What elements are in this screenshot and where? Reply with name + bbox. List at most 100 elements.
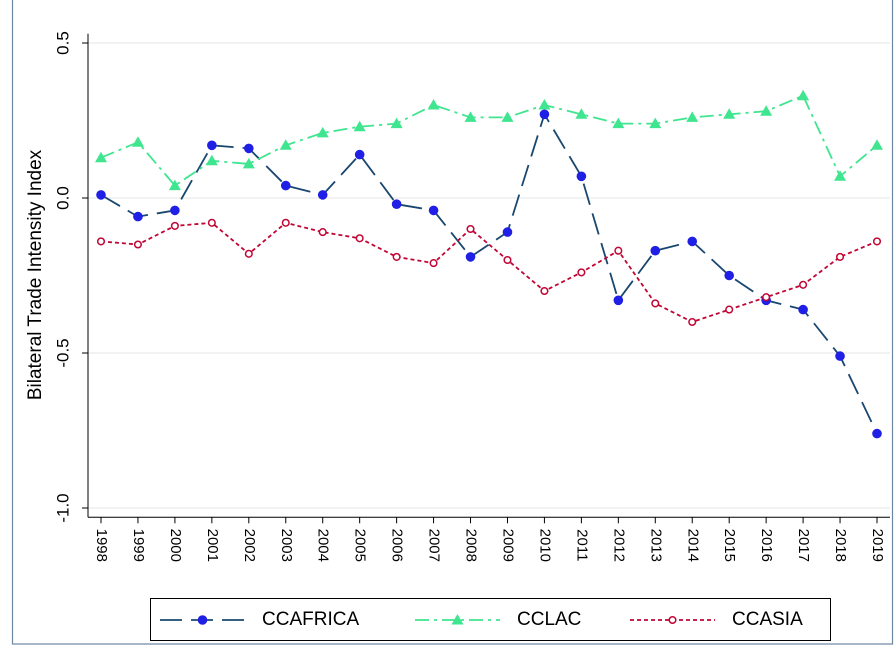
x-tick-label: 2006 <box>389 529 406 562</box>
x-tick-label: 1999 <box>130 529 147 562</box>
marker <box>354 149 365 160</box>
marker <box>539 109 550 120</box>
x-tick-label: 2011 <box>573 529 590 561</box>
x-tick-label: 2014 <box>684 529 701 562</box>
marker <box>279 139 292 150</box>
marker <box>612 117 625 129</box>
marker <box>798 304 808 315</box>
marker <box>317 190 328 200</box>
marker <box>353 120 366 132</box>
marker <box>207 140 217 151</box>
x-tick-label: 2018 <box>832 529 849 562</box>
marker <box>466 224 475 234</box>
marker <box>540 286 549 296</box>
marker <box>207 218 216 227</box>
x-tick-label: 2003 <box>278 529 295 562</box>
x-tick-label: 2016 <box>758 529 775 562</box>
legend-marker <box>668 615 677 625</box>
x-tick-label: 2010 <box>536 529 553 562</box>
frame <box>11 0 894 645</box>
marker <box>723 108 736 119</box>
legend-marker <box>451 614 464 625</box>
marker <box>392 252 401 261</box>
marker <box>686 111 699 122</box>
marker <box>872 237 882 246</box>
marker <box>501 111 514 122</box>
marker <box>244 249 253 258</box>
marker <box>871 139 883 150</box>
marker <box>318 228 327 237</box>
marker <box>205 154 218 166</box>
legend-label: CCASIA <box>732 609 803 630</box>
marker <box>503 255 512 265</box>
y-tick-label: -0.5 <box>53 338 72 367</box>
marker <box>428 205 439 216</box>
marker <box>834 170 847 181</box>
legend-label: CCLAC <box>517 609 581 630</box>
x-tick-label: 2004 <box>315 529 332 562</box>
x-tick-label: 2002 <box>241 529 258 562</box>
marker <box>316 126 329 138</box>
legend-marker <box>197 615 208 625</box>
marker <box>429 259 438 268</box>
marker <box>613 295 624 306</box>
x-tick-label: 2007 <box>426 529 443 562</box>
y-tick-label: 0.5 <box>53 31 72 55</box>
marker <box>650 245 661 256</box>
marker <box>464 111 477 122</box>
marker <box>96 237 106 246</box>
marker <box>688 317 697 327</box>
marker <box>170 205 180 216</box>
marker <box>355 234 364 243</box>
marker <box>133 211 143 222</box>
marker <box>797 89 810 101</box>
marker <box>133 240 143 249</box>
marker <box>760 105 773 116</box>
x-tick-label: 2001 <box>204 529 221 562</box>
marker <box>835 252 845 261</box>
y-axis-title: Bilateral Trade Intensity Index <box>25 149 46 400</box>
marker <box>502 227 513 237</box>
marker <box>280 180 291 191</box>
series-line <box>100 94 878 187</box>
marker <box>575 108 588 119</box>
marker <box>725 305 734 314</box>
marker <box>427 99 440 110</box>
y-tick-label: -1.0 <box>53 493 72 522</box>
x-tick-label: 1998 <box>93 529 110 562</box>
marker <box>872 428 882 439</box>
marker <box>242 157 255 169</box>
x-tick-label: 2019 <box>869 529 886 562</box>
marker <box>168 179 181 191</box>
marker <box>281 218 290 227</box>
marker <box>576 171 587 182</box>
legend-label: CCAFRICA <box>262 609 359 630</box>
marker <box>577 268 586 277</box>
y-tick-label: 0.0 <box>53 186 72 210</box>
marker <box>687 236 698 247</box>
marker <box>95 151 107 163</box>
marker <box>538 99 551 110</box>
marker <box>724 270 734 281</box>
x-tick-label: 2015 <box>721 529 738 562</box>
series-line <box>100 112 878 434</box>
x-tick-label: 2017 <box>795 529 812 562</box>
x-tick-label: 2005 <box>352 529 369 562</box>
x-tick-label: 2013 <box>647 529 664 562</box>
marker <box>390 117 403 129</box>
marker <box>649 117 662 129</box>
marker <box>651 299 660 308</box>
x-tick-label: 2000 <box>167 529 184 562</box>
x-tick-label: 2008 <box>463 529 480 562</box>
marker <box>96 190 106 200</box>
marker <box>799 280 808 289</box>
x-tick-label: 2012 <box>610 529 627 562</box>
marker <box>614 246 623 255</box>
x-tick-label: 2009 <box>500 529 517 562</box>
marker <box>465 252 476 262</box>
marker <box>762 293 771 302</box>
marker <box>835 351 845 361</box>
marker <box>244 143 254 154</box>
marker <box>391 199 402 209</box>
